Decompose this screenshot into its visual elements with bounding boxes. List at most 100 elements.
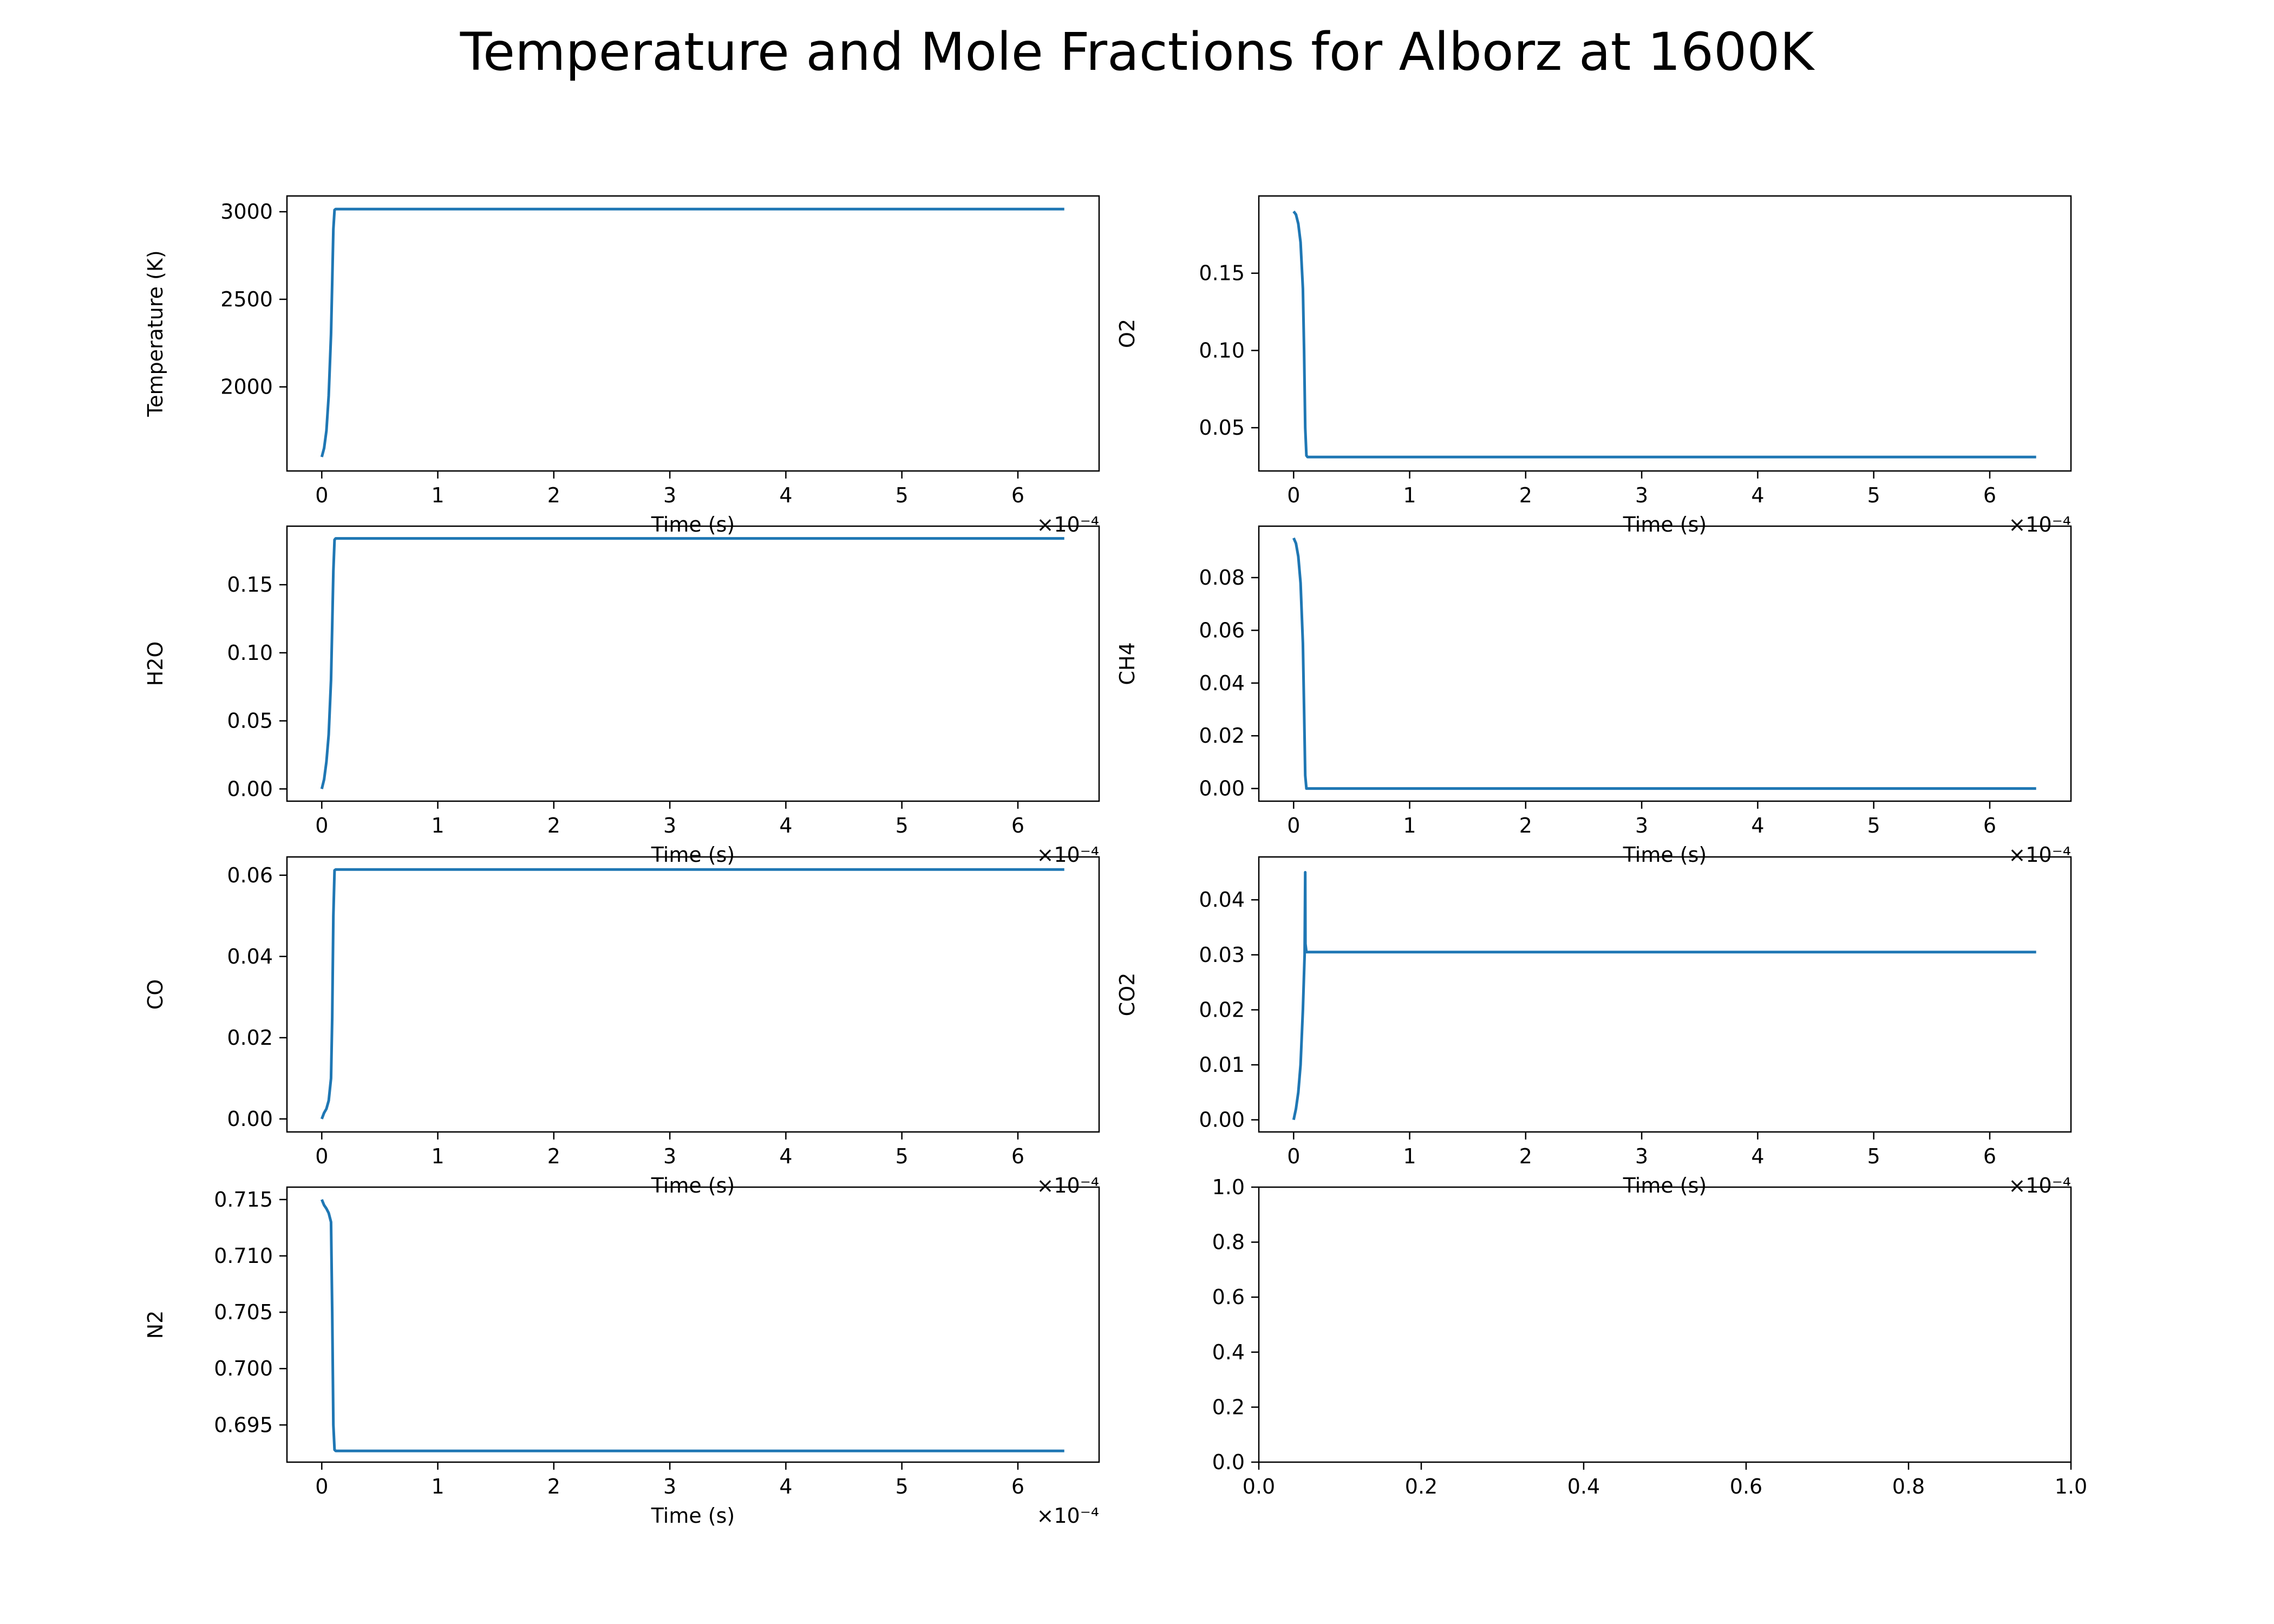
x-tick-label: 0.4 — [1567, 1475, 1600, 1498]
x-tick-label: 3 — [1635, 814, 1648, 837]
y-tick-label: 0.05 — [1199, 416, 1245, 440]
y-tick-label: 0.06 — [227, 863, 273, 887]
x-tick-label: 2 — [547, 814, 560, 837]
subplot-o2: 0 1 2 3 4 5 6 0.05 0.10 0.15 Time (s) O2 ×10⁻⁴ — [1115, 195, 2072, 536]
x-tick-label: 3 — [663, 1475, 676, 1498]
x-tick-label: 2 — [547, 483, 560, 507]
x-tick-label: 6 — [1011, 483, 1024, 507]
x-tick-label: 1 — [431, 1475, 444, 1498]
y-tick-label: 0.03 — [1199, 943, 1245, 967]
x-tick-label: 0 — [315, 1144, 328, 1168]
y-tick-label: 0.705 — [214, 1300, 273, 1324]
subplot-co2: 0 1 2 3 4 5 6 0.00 0.01 0.02 0.03 0.04 Time (s) CO2 ×1… — [1115, 856, 2072, 1197]
y-tick-label: 0.4 — [1212, 1340, 1245, 1364]
y-tick-label: 0.00 — [227, 777, 273, 801]
x-tick-label: 1 — [1403, 814, 1416, 837]
x-tick-label: 5 — [896, 814, 909, 837]
x-tick-label: 6 — [1983, 1144, 1996, 1168]
x-tick-label: 0.8 — [1892, 1475, 1925, 1498]
y-tick-label: 0.06 — [1199, 618, 1245, 642]
x-tick-label: 2 — [1519, 483, 1532, 507]
x-offset-label: ×10⁻⁴ — [2009, 843, 2071, 867]
y-axis-label: N2 — [143, 1311, 167, 1339]
x-tick-label: 2 — [1519, 1144, 1532, 1168]
x-tick-label: 2 — [547, 1475, 560, 1498]
y-tick-label: 0.700 — [214, 1357, 273, 1380]
x-offset-label: ×10⁻⁴ — [1037, 513, 1099, 536]
y-axis-label: CO — [143, 979, 167, 1010]
x-tick-label: 0.6 — [1730, 1475, 1762, 1498]
x-tick-label: 4 — [779, 1475, 792, 1498]
data-line-temperature — [320, 207, 1064, 457]
data-line-ch4 — [1292, 537, 2036, 790]
axes-frame — [1258, 195, 2072, 472]
y-tick-label: 0.00 — [1199, 777, 1245, 801]
y-tick-label: 0.01 — [1199, 1053, 1245, 1077]
y-tick-label: 0.6 — [1212, 1285, 1245, 1309]
y-tick-label: 0.02 — [227, 1026, 273, 1050]
x-tick-label: 2 — [547, 1144, 560, 1168]
x-tick-label: 4 — [1751, 483, 1764, 507]
y-tick-label: 2000 — [220, 375, 273, 399]
axes-frame — [286, 856, 1100, 1133]
x-tick-label: 0 — [315, 1475, 328, 1498]
x-tick-label: 2 — [1519, 814, 1532, 837]
axes-frame — [286, 525, 1100, 802]
y-tick-label: 3000 — [220, 200, 273, 224]
x-tick-label: 0.0 — [1243, 1475, 1275, 1498]
x-axis-label: Time (s) — [651, 843, 735, 867]
x-axis-label: Time (s) — [651, 513, 735, 536]
x-tick-label: 4 — [779, 483, 792, 507]
y-tick-label: 0.10 — [227, 641, 273, 665]
x-tick-label: 0 — [1287, 483, 1300, 507]
y-tick-label: 0.695 — [214, 1413, 273, 1437]
subplot-empty: 0.0 0.2 0.4 0.6 0.8 1.0 0.0 0.2 0.4 0.6 0.8 1.0 — [1212, 1175, 2088, 1498]
x-tick-label: 4 — [779, 814, 792, 837]
data-line-co2 — [1292, 870, 2036, 1121]
x-tick-label: 3 — [663, 814, 676, 837]
x-tick-label: 0.2 — [1405, 1475, 1437, 1498]
y-tick-label: 0.0 — [1212, 1450, 1245, 1474]
x-tick-label: 3 — [1635, 1144, 1648, 1168]
y-tick-label: 0.04 — [1199, 888, 1245, 912]
x-axis-label: Time (s) — [651, 1504, 735, 1528]
x-axis-label: Time (s) — [651, 1174, 735, 1197]
x-tick-label: 1 — [431, 814, 444, 837]
x-tick-label: 6 — [1011, 1475, 1024, 1498]
x-offset-label: ×10⁻⁴ — [1037, 1504, 1099, 1528]
data-line-h2o — [320, 537, 1064, 789]
y-tick-label: 0.715 — [214, 1188, 273, 1212]
y-tick-label: 0.05 — [227, 709, 273, 733]
x-tick-label: 4 — [1751, 1144, 1764, 1168]
y-tick-label: 1.0 — [1212, 1175, 1245, 1199]
y-tick-label: 0.10 — [1199, 338, 1245, 362]
x-tick-label: 0 — [1287, 814, 1300, 837]
x-tick-label: 3 — [663, 1144, 676, 1168]
figure-title: Temperature and Mole Fractions for Albor… — [460, 22, 1814, 82]
x-tick-label: 1 — [1403, 1144, 1416, 1168]
y-tick-label: 0.15 — [227, 573, 273, 597]
x-tick-label: 4 — [779, 1144, 792, 1168]
y-tick-label: 0.710 — [214, 1244, 273, 1268]
x-offset-label: ×10⁻⁴ — [2009, 513, 2071, 536]
x-tick-label: 6 — [1011, 814, 1024, 837]
x-offset-label: ×10⁻⁴ — [1037, 1174, 1099, 1197]
x-tick-label: 5 — [1867, 483, 1880, 507]
y-axis-label: CH4 — [1115, 642, 1139, 685]
x-tick-label: 4 — [1751, 814, 1764, 837]
x-tick-label: 5 — [1867, 814, 1880, 837]
subplot-h2o: 0 1 2 3 4 5 6 0.00 0.05 0.10 0.15 Time (s) H2O ×10⁻⁴ — [143, 525, 1100, 867]
subplot-ch4: 0 1 2 3 4 5 6 0.00 0.02 0.04 0.06 0.08 Time (s) CH4 ×1… — [1115, 525, 2072, 867]
y-tick-label: 0.2 — [1212, 1395, 1245, 1419]
axes-frame — [1258, 856, 2072, 1133]
x-tick-label: 5 — [1867, 1144, 1880, 1168]
subplot-co: 0 1 2 3 4 5 6 0.00 0.02 0.04 0.06 Time (s) CO ×10⁻⁴ — [143, 856, 1100, 1197]
data-line-o2 — [1292, 210, 2036, 459]
x-tick-label: 5 — [896, 1475, 909, 1498]
subplot-n2: 0 1 2 3 4 5 6 0.695 0.700 0.705 0.710 0.715 Time (s)… — [143, 1186, 1100, 1528]
x-axis-label: Time (s) — [1623, 513, 1707, 536]
y-axis-label: CO2 — [1115, 973, 1139, 1017]
y-tick-label: 2500 — [220, 287, 273, 311]
x-offset-label: ×10⁻⁴ — [2009, 1174, 2071, 1197]
x-tick-label: 6 — [1983, 814, 1996, 837]
